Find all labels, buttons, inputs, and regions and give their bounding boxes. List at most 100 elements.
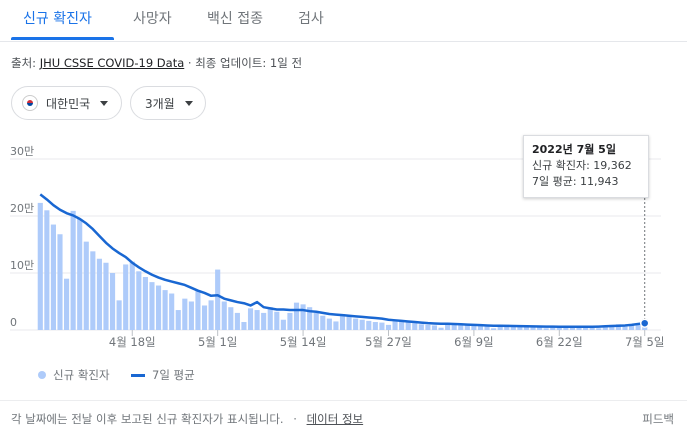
bar [96,258,102,330]
bar [182,298,188,330]
bar [44,210,50,330]
average-line [39,193,645,329]
bar [339,314,346,330]
bar [563,326,569,330]
bar [392,319,398,330]
korea-flag-icon [22,95,38,111]
bar [477,326,484,330]
active-tab-indicator [11,37,114,40]
period-value: 3개월 [145,96,175,111]
bar [280,319,286,330]
bar [64,278,70,330]
bar [405,322,411,330]
tab-new-cases[interactable]: 신규 확진자 [23,11,92,27]
bar [109,273,116,330]
bar [241,322,247,330]
legend-line-label: 7일 평균 [152,368,195,382]
legend-bar-swatch-icon [38,371,46,379]
period-dropdown[interactable]: 3개월 [130,86,206,120]
bar [418,324,424,330]
chevron-down-icon [100,100,109,106]
tab-deaths[interactable]: 사망자 [133,11,172,27]
bar [602,326,608,330]
bar [635,323,641,330]
footer-text: 각 날짜에는 전날 이후 보고된 신규 확진자가 표시됩니다. [11,412,284,426]
footer-separator: · [293,412,297,426]
y-tick-label: 30만 [10,145,34,158]
bar [142,276,148,330]
bar [320,315,326,330]
bar [169,293,175,330]
bar [537,327,543,330]
bar [399,321,405,330]
bar [175,310,181,330]
bar [267,307,273,330]
bar [103,262,109,330]
bar [445,322,451,330]
bar [550,326,556,330]
bar [523,326,530,330]
bar [530,327,536,330]
tab-bar: 신규 확진자 사망자 백신 접종 검사 [0,0,687,42]
bar [274,311,280,330]
bar [261,312,267,330]
chart-tooltip: 2022년 7월 5일 신규 확진자: 19,362 7일 평균: 11,943 [523,135,649,198]
bar [385,324,392,330]
bar [234,312,240,330]
chevron-down-icon [184,100,193,106]
hover-point [639,318,650,328]
source-link[interactable]: JHU CSSE COVID-19 Data [39,56,185,70]
tab-vaccinations[interactable]: 백신 접종 [207,11,263,27]
bar [129,261,135,330]
bar [149,282,155,330]
bar [484,326,490,330]
feedback-link[interactable]: 피드백 [642,412,674,426]
tooltip-date: 2022년 7월 5일 [532,143,616,156]
bar [589,327,595,330]
region-dropdown[interactable]: 대한민국 [11,86,122,120]
y-tick-label: 20만 [10,202,34,215]
bar [90,251,96,330]
bar [50,224,56,330]
bar [629,324,635,330]
bar [353,318,359,330]
tooltip-new-cases: 신규 확진자: 19,362 [532,159,632,172]
bar [569,326,576,330]
source-prefix: 출처: [11,56,40,70]
bar [208,300,214,330]
bar [596,328,602,330]
bar [155,285,162,330]
bar [359,319,365,330]
legend-line-swatch-icon [131,373,145,377]
bar [70,210,76,330]
x-tick-label: 5월 27일 [365,335,412,349]
bar [491,328,497,330]
last-updated: · 최종 업데이트: 1일 전 [184,56,303,70]
region-value: 대한민국 [46,96,91,111]
bar [556,326,562,330]
bar [471,324,477,330]
bar [412,323,418,330]
bar [188,301,194,330]
bar [372,322,378,330]
bar [333,321,339,330]
bar [228,307,234,330]
bar [379,322,385,330]
bar [431,325,438,330]
bar [464,324,470,330]
data-info-link[interactable]: 데이터 정보 [306,412,364,426]
bar [543,328,549,330]
bar [313,312,319,330]
bar [123,264,129,330]
legend-bars-label: 신규 확진자 [53,368,110,382]
bar [162,290,168,330]
bar [83,241,89,330]
bar [254,310,260,330]
tab-tests[interactable]: 검사 [298,11,324,27]
bar [287,312,293,330]
cases-chart[interactable]: 0 10만 20만 30만 4월 18일 5월 1일 5월 14일 5월 27일 6월 9일 6월… [0,0,687,362]
x-tick-label: 5월 14일 [280,335,327,349]
bar [37,202,43,330]
footer-note: 각 날짜에는 전날 이후 보고된 신규 확진자가 표시됩니다. · 데이터 정보 [11,411,363,427]
bar [576,326,582,330]
